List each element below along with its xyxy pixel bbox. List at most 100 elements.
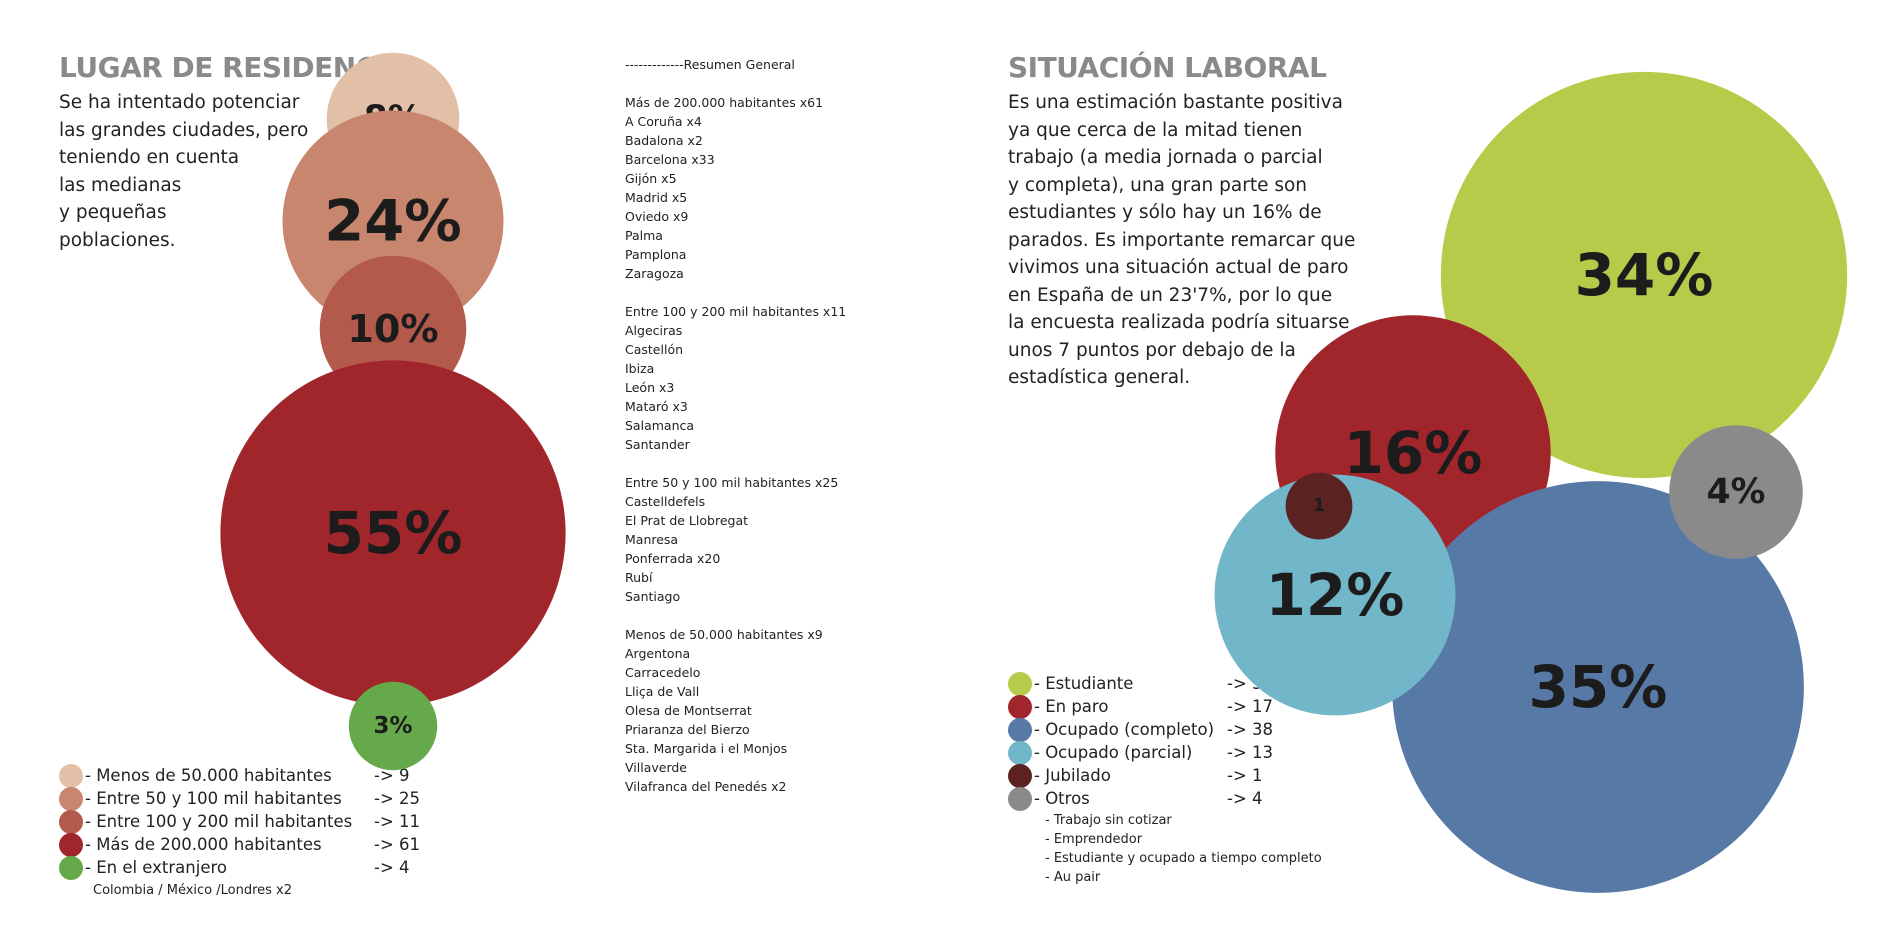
legend-label: - Menos de 50.000 habitantes — [85, 766, 332, 785]
employment-text-line: Es una estimación bastante positiva — [1008, 92, 1343, 113]
legend-label: - Entre 50 y 100 mil habitantes — [85, 789, 342, 808]
summary-item: Pamplona — [625, 247, 687, 262]
summary-item: Vilafranca del Penedés x2 — [625, 779, 787, 794]
bubble-label: 24% — [324, 188, 462, 255]
summary-item: Rubí — [625, 570, 653, 585]
legend-value: -> 13 — [1227, 743, 1274, 762]
employment-text-line: en España de un 23'7%, por lo que — [1008, 284, 1333, 306]
bubble-label: 55% — [324, 499, 463, 567]
residence-text-line: Se ha intentado potenciar — [59, 92, 300, 113]
legend-swatch — [1008, 786, 1032, 811]
legend-swatch — [59, 855, 83, 880]
legend-label: - En el extranjero — [85, 858, 228, 877]
legend-swatch — [1008, 671, 1032, 696]
employment-text-line: trabajo (a media jornada o parcial — [1008, 147, 1323, 168]
summary-item: Priaranza del Bierzo — [625, 722, 750, 737]
legend-swatch — [1008, 740, 1032, 765]
summary-item: Santander — [625, 437, 690, 452]
legend-swatch — [59, 763, 83, 788]
bubble-ocupado-parcial- — [1214, 474, 1456, 716]
bubble-m-s-de-200-000-habitantes — [220, 360, 566, 706]
summary-group: Entre 50 y 100 mil habitantes x25 Castel… — [625, 473, 846, 606]
legend-value: -> 4 — [1227, 789, 1263, 808]
legend-item: - Más de 200.000 habitantes — [59, 832, 322, 857]
summary-item: Badalona x2 — [625, 133, 703, 148]
legend-swatch — [59, 786, 83, 811]
summary-item: Zaragoza — [625, 266, 684, 281]
legend-swatch — [1008, 694, 1032, 719]
summary-item: Algeciras — [625, 323, 683, 338]
legend-item: - Jubilado — [1008, 763, 1111, 788]
summary-item: A Coruña x4 — [625, 114, 702, 129]
employment-text-line: estadística general. — [1008, 367, 1191, 388]
otros-item: - Trabajo sin cotizar — [1045, 813, 1172, 828]
summary-group-title: Más de 200.000 habitantes x61 — [625, 95, 824, 110]
employment-text-line: unos 7 puntos por debajo de la — [1008, 339, 1296, 361]
legend-value: -> 11 — [374, 812, 421, 831]
bubble-label: 12% — [1266, 561, 1405, 629]
residence-text-line: las grandes ciudades, pero — [59, 119, 309, 141]
summary-item: Madrid x5 — [625, 190, 688, 205]
bubble-jubilado — [1285, 472, 1353, 540]
legend-label: - Jubilado — [1034, 766, 1111, 785]
bubble-label: 16% — [1344, 419, 1483, 487]
summary-header: -------------Resumen General — [625, 57, 795, 72]
legend-swatch — [1008, 717, 1032, 742]
legend-value: -> 1 — [1227, 766, 1263, 785]
legend-item: - Ocupado (parcial) — [1008, 740, 1193, 765]
residence-text-line: teniendo en cuenta — [59, 147, 240, 168]
employment-text-line: parados. Es importante remarcar que — [1008, 229, 1356, 251]
legend-item: - Estudiante — [1008, 671, 1133, 696]
legend-value: -> 61 — [374, 835, 421, 854]
summary-item: Sta. Margarida i el Monjos — [625, 741, 788, 756]
summary-item: Castelldefels — [625, 494, 706, 509]
legend-label: - Ocupado (parcial) — [1034, 743, 1193, 762]
employment-text-line: la encuesta realizada podría situarse — [1008, 312, 1350, 333]
summary-item: Ponferrada x20 — [625, 551, 721, 566]
legend-swatch — [1008, 763, 1032, 788]
summary-item: Ibiza — [625, 361, 655, 376]
legend-swatch — [59, 832, 83, 857]
bubble-label: 34% — [1575, 241, 1714, 309]
bubble-label: 1 — [1313, 496, 1325, 516]
summary-group-title: Entre 50 y 100 mil habitantes x25 — [625, 475, 839, 490]
bubble-estudiante — [1440, 71, 1848, 479]
residence-text-line: poblaciones. — [59, 229, 176, 251]
summary-item: Palma — [625, 228, 663, 243]
bubble-en-el-extranjero — [348, 681, 438, 771]
employment-title: SITUACIÓN LABORAL — [1008, 51, 1327, 84]
summary-group: Menos de 50.000 habitantes x9 Argentona … — [625, 625, 846, 796]
summary-item: Villaverde — [625, 760, 687, 775]
legend-item: - En paro — [1008, 694, 1108, 719]
employment-text-line: vivimos una situación actual de paro — [1008, 257, 1349, 278]
otros-item: - Estudiante y ocupado a tiempo completo — [1045, 851, 1322, 866]
summary-item: Olesa de Montserrat — [625, 703, 752, 718]
summary-item: Mataró x3 — [625, 399, 688, 414]
legend-value: -> 25 — [374, 789, 421, 808]
legend-item: - En el extranjero — [59, 855, 228, 880]
legend-value: -> 17 — [1227, 697, 1274, 716]
summary-item: Salamanca — [625, 418, 695, 433]
employment-text-line: ya que cerca de la mitad tienen — [1008, 119, 1303, 141]
bubble-label: 35% — [1529, 653, 1668, 721]
legend-value: -> 9 — [374, 766, 410, 785]
legend-value: -> 4 — [374, 858, 410, 877]
legend-label: - Ocupado (completo) — [1034, 720, 1215, 739]
summary-item: Santiago — [625, 589, 681, 604]
summary-group-title: Entre 100 y 200 mil habitantes x11 — [625, 304, 847, 319]
summary-item: Barcelona x33 — [625, 152, 715, 167]
legend-item: - Otros — [1008, 786, 1090, 811]
bubble-label: 10% — [347, 307, 438, 351]
legend-label: - Más de 200.000 habitantes — [85, 835, 322, 854]
legend-label: - Entre 100 y 200 mil habitantes — [85, 812, 353, 831]
bubble-label: 3% — [374, 713, 413, 739]
legend-label: - Otros — [1034, 789, 1090, 808]
residence-text-line: y pequeñas — [59, 202, 167, 223]
summary-item: Gijón x5 — [625, 171, 677, 186]
bubble-label: 4% — [1707, 472, 1766, 512]
bubble-entre-50-y-100-mil-habitantes — [282, 110, 504, 332]
summary-item: Argentona — [625, 646, 691, 661]
legend-value: -> 38 — [1227, 720, 1274, 739]
summary-group-title: Menos de 50.000 habitantes x9 — [625, 627, 823, 642]
